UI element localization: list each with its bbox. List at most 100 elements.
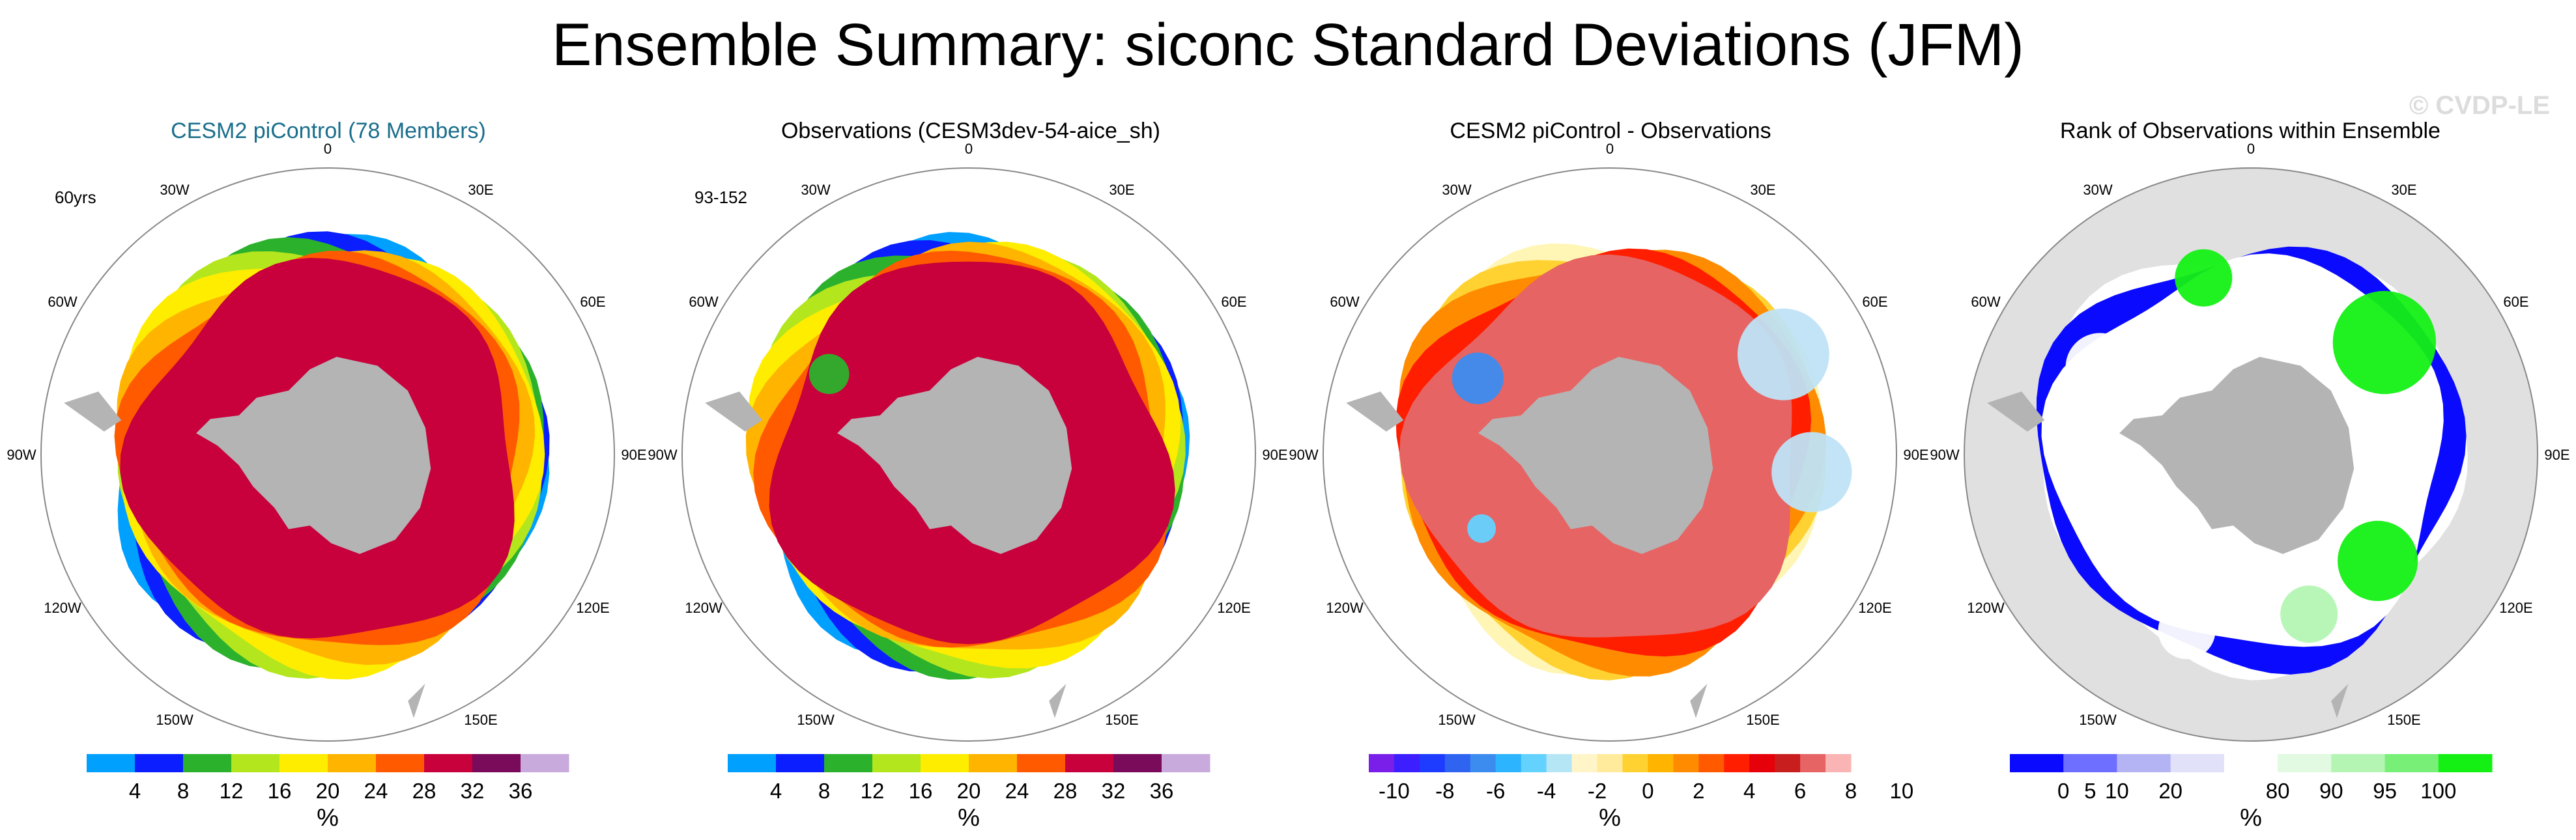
colorbar-swatch-5 — [328, 754, 377, 772]
colorbar-label: 16 — [268, 779, 292, 803]
map-panel-0: 030E60E90E120E150E180150W120W90W60W30W48… — [7, 141, 646, 832]
island-land — [2331, 684, 2349, 718]
colorbar-label: 4 — [1743, 779, 1755, 803]
anomaly-patch-2 — [1452, 352, 1504, 404]
anomaly-patch-5 — [2158, 602, 2216, 660]
colorbar-swatch-4 — [921, 754, 969, 772]
lon-label-90E: 90E — [1903, 447, 1928, 463]
colorbar-label: -4 — [1537, 779, 1556, 803]
colorbar-label: 8 — [818, 779, 830, 803]
lon-label-90E: 90E — [1262, 447, 1287, 463]
colorbar-label: 20 — [957, 779, 981, 803]
lon-label-90W: 90W — [648, 447, 677, 463]
lon-label-30E: 30E — [1750, 182, 1775, 198]
colorbar-label: 20 — [316, 779, 340, 803]
map-boundary — [1323, 167, 1897, 742]
colorbar-swatch-2 — [824, 754, 873, 772]
panel-title-model: CESM2 piControl (78 Members) — [171, 119, 486, 143]
lon-label-150W: 150W — [156, 712, 193, 728]
south-america-land — [1346, 391, 1404, 432]
colorbar-swatch-0 — [1369, 754, 1395, 772]
island-land — [408, 684, 425, 718]
colorbar-label: 32 — [461, 779, 485, 803]
lon-label-90W: 90W — [1930, 447, 1959, 463]
colorbar-swatch-10 — [1622, 754, 1648, 772]
colorbar-swatch-8 — [472, 754, 521, 772]
anomaly-patch-2 — [2175, 249, 2233, 307]
lon-label-120E: 120E — [1217, 600, 1250, 616]
colorbar-label: 28 — [412, 779, 436, 803]
anomaly-patch-1 — [2338, 520, 2418, 602]
lon-label-0: 0 — [1606, 141, 1614, 157]
colorbar-label: 12 — [220, 779, 244, 803]
lon-label-120E: 120E — [1858, 600, 1891, 616]
anomaly-patch-3 — [1467, 514, 1496, 543]
lon-label-60E: 60E — [1221, 294, 1246, 310]
colorbar-label: -6 — [1486, 779, 1505, 803]
colorbar-label: 16 — [909, 779, 933, 803]
colorbar-swatch-17 — [1800, 754, 1826, 772]
colorbar-label: 6 — [1794, 779, 1806, 803]
colorbar-swatch-6 — [2331, 754, 2385, 772]
main-title: Ensemble Summary: siconc Standard Deviat… — [552, 12, 2024, 78]
lon-label-150E: 150E — [1105, 712, 1138, 728]
map-panel-3: 030E60E90E120E150E180150W120W90W60W30W05… — [1930, 141, 2569, 832]
colorbar-swatch-4 — [279, 754, 328, 772]
colorbar-unit: % — [1599, 804, 1621, 832]
lon-label-60W: 60W — [689, 294, 718, 310]
colorbar-label: 95 — [2373, 779, 2397, 803]
antarctica-land — [196, 357, 431, 554]
lon-label-150W: 150W — [797, 712, 835, 728]
anomaly-patch-4 — [2065, 333, 2135, 402]
colorbar-swatch-16 — [1775, 754, 1801, 772]
lon-label-90E: 90E — [2544, 447, 2569, 463]
colorbar-label: 90 — [2319, 779, 2343, 803]
lon-label-120W: 120W — [685, 600, 723, 616]
colorbar-swatch-2 — [1419, 754, 1446, 772]
map-boundary — [1964, 167, 2538, 742]
colorbar-swatch-0 — [2010, 754, 2064, 772]
lon-label-30W: 30W — [801, 182, 830, 198]
colorbar-swatch-3 — [2170, 754, 2225, 772]
colorbar-swatch-5 — [1495, 754, 1522, 772]
lon-label-150W: 150W — [2079, 712, 2117, 728]
antarctica-land — [2119, 357, 2354, 554]
colorbar-label: 36 — [509, 779, 533, 803]
colorbar-swatch-4 — [1470, 754, 1496, 772]
lon-label-90W: 90W — [7, 447, 36, 463]
lon-label-30E: 30E — [1109, 182, 1134, 198]
lon-label-150E: 150E — [1746, 712, 1779, 728]
colorbar-swatch-5 — [2278, 754, 2332, 772]
island-land — [1690, 684, 1708, 718]
colorbar-label: 28 — [1053, 779, 1078, 803]
colorbar-swatch-8 — [1113, 754, 1162, 772]
lon-label-120W: 120W — [1326, 600, 1364, 616]
map-panel-1: 030E60E90E120E150E180150W120W90W60W30W48… — [648, 141, 1287, 832]
colorbar-label: 32 — [1102, 779, 1126, 803]
lon-label-150E: 150E — [464, 712, 497, 728]
panel-title-diff: CESM2 piControl - Observations — [1450, 119, 1771, 143]
colorbar-swatch-0 — [728, 754, 777, 772]
colorbar-swatch-15 — [1749, 754, 1775, 772]
colorbar-label: 24 — [364, 779, 388, 803]
colorbar-swatch-1 — [135, 754, 184, 772]
lon-label-120W: 120W — [44, 600, 81, 616]
colorbar-label: 10 — [1890, 779, 1914, 803]
colorbar-swatch-6 — [1521, 754, 1547, 772]
colorbar-label: 2 — [1693, 779, 1704, 803]
colorbar-swatch-1 — [776, 754, 825, 772]
lon-label-150E: 150E — [2387, 712, 2420, 728]
anomaly-patch-0 — [1738, 308, 1829, 400]
panel-title-obs: Observations (CESM3dev-54-aice_sh) — [780, 119, 1161, 143]
colorbar-label: 20 — [2158, 779, 2182, 803]
colorbar-swatch-12 — [1673, 754, 1699, 772]
colorbar-label: 0 — [2057, 779, 2069, 803]
time-stamp-model: 60yrs — [55, 188, 96, 207]
lon-label-120E: 120E — [2499, 600, 2532, 616]
colorbar-unit: % — [958, 804, 980, 832]
colorbar-swatch-14 — [1724, 754, 1750, 772]
colorbar-swatch-6 — [1017, 754, 1066, 772]
colorbar-swatch-6 — [376, 754, 425, 772]
time-stamp-obs: 93-152 — [694, 188, 747, 207]
lon-label-60W: 60W — [1971, 294, 2000, 310]
